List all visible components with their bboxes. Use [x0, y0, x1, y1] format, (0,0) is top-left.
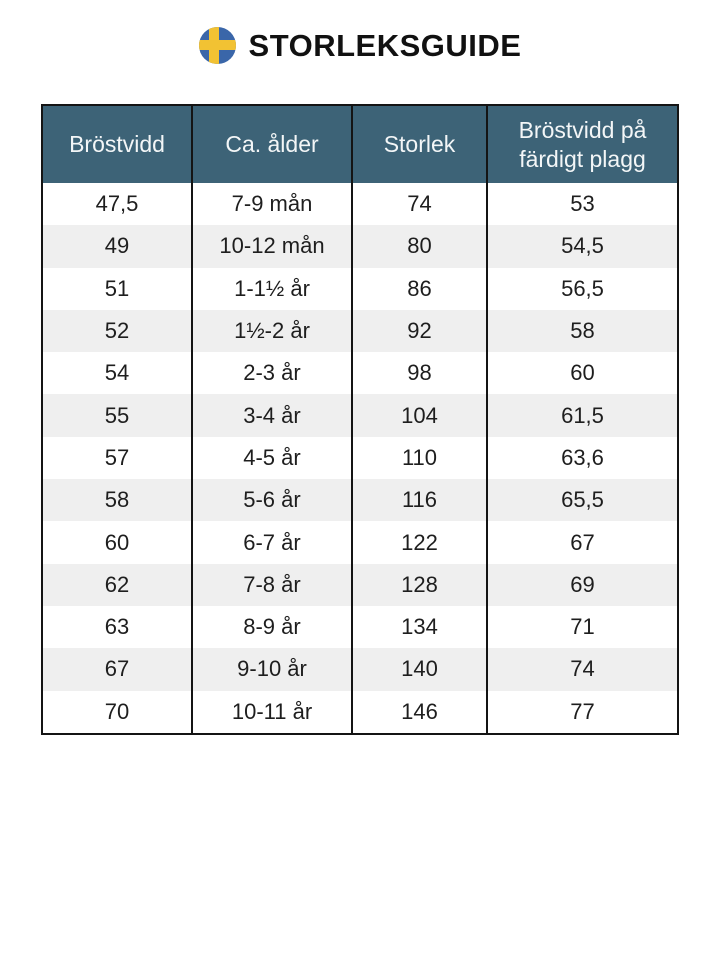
table-row: 51 1-1½ år 86 56,5	[41, 267, 679, 310]
table-cell: 62	[41, 563, 193, 606]
column-header-ca-alder: Ca. ålder	[191, 105, 353, 183]
flag-cross-vertical	[208, 26, 219, 64]
table-cell: 61,5	[486, 394, 679, 437]
page-header: STORLEKSGUIDE	[0, 0, 720, 64]
table-cell: 80	[351, 225, 488, 268]
table-cell: 58	[41, 479, 193, 522]
column-header-brostvidd-fardigt-plagg: Bröstvidd på färdigt plagg	[486, 105, 679, 183]
table-cell: 5-6 år	[191, 479, 353, 522]
table-cell: 67	[486, 521, 679, 564]
table-cell: 58	[486, 309, 679, 353]
table-cell: 55	[41, 394, 193, 437]
table-cell: 52	[41, 309, 193, 353]
table-cell: 69	[486, 563, 679, 606]
table-row: 63 8-9 år 134 71	[41, 605, 679, 649]
table-cell: 57	[41, 436, 193, 480]
table-cell: 104	[351, 394, 488, 437]
table-cell: 1-1½ år	[191, 267, 353, 310]
table-cell: 51	[41, 267, 193, 310]
table-cell: 6-7 år	[191, 521, 353, 564]
table-cell: 71	[486, 605, 679, 649]
table-row: 60 6-7 år 122 67	[41, 521, 679, 564]
table-cell: 122	[351, 521, 488, 564]
table-cell: 54,5	[486, 225, 679, 268]
table-row: 54 2-3 år 98 60	[41, 352, 679, 395]
table-cell: 3-4 år	[191, 394, 353, 437]
table-cell: 134	[351, 605, 488, 649]
table-cell: 56,5	[486, 267, 679, 310]
table-cell: 60	[486, 352, 679, 395]
table-cell: 1½-2 år	[191, 309, 353, 353]
table-cell: 63,6	[486, 436, 679, 480]
table-row: 70 10-11 år 146 77	[41, 690, 679, 734]
size-guide-table: Bröstvidd Ca. ålder Storlek Bröstvidd på…	[41, 104, 679, 735]
page-title: STORLEKSGUIDE	[248, 27, 522, 63]
table-row: 52 1½-2 år 92 58	[41, 309, 679, 353]
table-cell: 74	[486, 648, 679, 691]
table-cell: 63	[41, 605, 193, 649]
table-cell: 92	[351, 309, 488, 353]
swedish-flag-icon	[198, 26, 236, 64]
table-cell: 60	[41, 521, 193, 564]
table-cell: 8-9 år	[191, 605, 353, 649]
table-row: 62 7-8 år 128 69	[41, 563, 679, 606]
table-cell: 7-8 år	[191, 563, 353, 606]
table-cell: 146	[351, 690, 488, 734]
table-cell: 7-9 mån	[191, 183, 353, 226]
table-cell: 53	[486, 183, 679, 226]
table-cell: 10-11 år	[191, 690, 353, 734]
table-cell: 47,5	[41, 183, 193, 226]
table-cell: 9-10 år	[191, 648, 353, 691]
table-cell: 110	[351, 436, 488, 480]
table-cell: 77	[486, 690, 679, 734]
table-row: 55 3-4 år 104 61,5	[41, 394, 679, 437]
table-cell: 65,5	[486, 479, 679, 522]
table-row: 47,5 7-9 mån 74 53	[41, 183, 679, 226]
table-row: 49 10-12 mån 80 54,5	[41, 225, 679, 268]
table-cell: 70	[41, 690, 193, 734]
table-cell: 86	[351, 267, 488, 310]
table-cell: 4-5 år	[191, 436, 353, 480]
table-header-row: Bröstvidd Ca. ålder Storlek Bröstvidd på…	[41, 105, 679, 183]
table-row: 67 9-10 år 140 74	[41, 648, 679, 691]
table-cell: 54	[41, 352, 193, 395]
column-header-brostvidd: Bröstvidd	[41, 105, 193, 183]
table-cell: 116	[351, 479, 488, 522]
table-row: 58 5-6 år 116 65,5	[41, 479, 679, 522]
table-cell: 98	[351, 352, 488, 395]
table-cell: 67	[41, 648, 193, 691]
table-cell: 74	[351, 183, 488, 226]
table-cell: 49	[41, 225, 193, 268]
table-cell: 10-12 mån	[191, 225, 353, 268]
table-cell: 2-3 år	[191, 352, 353, 395]
column-header-storlek: Storlek	[351, 105, 488, 183]
table-row: 57 4-5 år 110 63,6	[41, 436, 679, 480]
table-cell: 128	[351, 563, 488, 606]
table-cell: 140	[351, 648, 488, 691]
